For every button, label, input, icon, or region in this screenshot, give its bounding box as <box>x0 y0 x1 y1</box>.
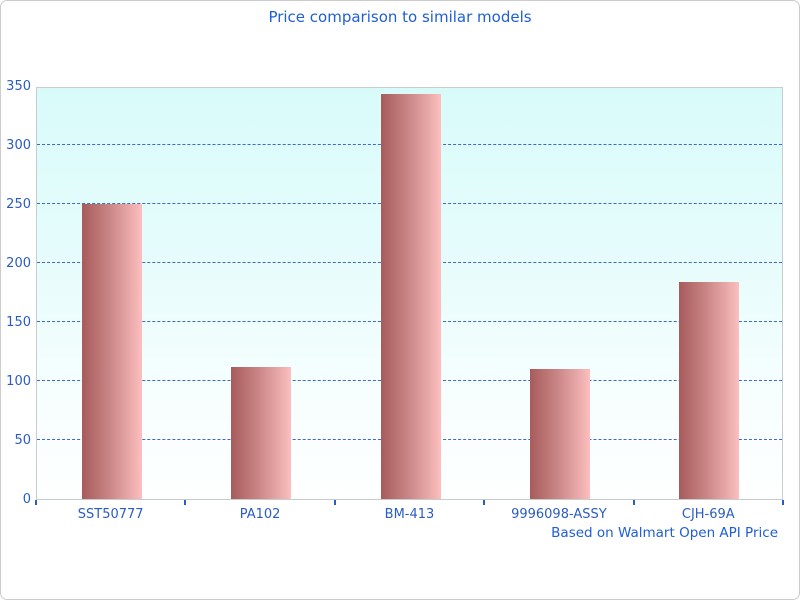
y-axis-label-100: 100 <box>6 374 31 389</box>
x-axis-tick <box>184 500 187 505</box>
y-axis-label-250: 250 <box>6 197 31 212</box>
bar-CJH-69A <box>679 281 740 499</box>
plot-area <box>36 87 783 500</box>
bar-9996098-ASSY <box>529 369 590 499</box>
x-axis-label-PA102: PA102 <box>239 507 281 522</box>
y-axis-label-200: 200 <box>6 256 31 271</box>
chart-footnote: Based on Walmart Open API Price <box>551 525 778 541</box>
x-axis-tick <box>782 500 784 505</box>
y-axis-label-50: 50 <box>14 433 31 448</box>
x-axis-label-BM-413: BM-413 <box>384 507 435 522</box>
x-axis-tick <box>632 500 635 505</box>
y-axis-label-150: 150 <box>6 315 31 330</box>
y-axis-label-300: 300 <box>6 138 31 153</box>
x-axis-label-9996098-ASSY: 9996098-ASSY <box>511 507 607 522</box>
chart-title: Price comparison to similar models <box>268 8 532 26</box>
x-axis-tick <box>483 500 486 505</box>
x-axis-label-SST50777: SST50777 <box>77 507 144 522</box>
bar-SST50777 <box>81 204 142 499</box>
y-axis-label-0: 0 <box>22 492 31 507</box>
x-axis-tick <box>333 500 336 505</box>
bar-PA102 <box>231 366 292 499</box>
y-axis-label-350: 350 <box>6 79 31 94</box>
x-axis-label-CJH-69A: CJH-69A <box>681 507 735 522</box>
bar-BM-413 <box>380 94 441 499</box>
x-axis-tick <box>35 500 37 505</box>
